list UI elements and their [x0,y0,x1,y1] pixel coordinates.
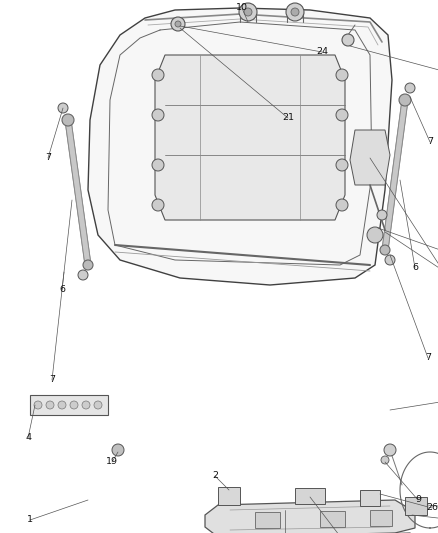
Circle shape [78,270,88,280]
Text: 26: 26 [426,504,438,513]
Text: 24: 24 [316,47,328,56]
Circle shape [46,401,54,409]
Polygon shape [155,55,345,220]
Text: 7: 7 [425,353,431,362]
Circle shape [112,444,124,456]
Circle shape [171,17,185,31]
Circle shape [94,401,102,409]
Circle shape [244,8,252,16]
Text: 1: 1 [27,515,33,524]
Circle shape [367,227,383,243]
Bar [370,510,392,526]
Circle shape [62,114,74,126]
Circle shape [58,103,68,113]
Polygon shape [350,130,390,185]
Circle shape [239,3,257,21]
Text: 4: 4 [25,433,31,442]
Polygon shape [65,120,91,265]
Text: 6: 6 [59,286,65,295]
Circle shape [336,159,348,171]
Bar [218,487,240,505]
Text: 9: 9 [415,496,421,505]
Circle shape [152,159,164,171]
Text: 2: 2 [212,472,218,481]
Text: 7: 7 [427,138,433,147]
Circle shape [82,401,90,409]
Polygon shape [382,100,408,250]
Polygon shape [205,500,415,533]
Circle shape [336,109,348,121]
Circle shape [381,456,389,464]
Circle shape [34,401,42,409]
Circle shape [336,199,348,211]
Circle shape [384,444,396,456]
Bar [295,488,325,504]
Bar [360,490,380,506]
Bar [405,497,427,515]
Text: 21: 21 [282,114,294,123]
Circle shape [377,210,387,220]
Circle shape [405,83,415,93]
Bar [255,512,280,528]
Circle shape [336,69,348,81]
Circle shape [83,260,93,270]
Circle shape [380,245,390,255]
Circle shape [70,401,78,409]
Circle shape [58,401,66,409]
Circle shape [291,8,299,16]
Circle shape [342,34,354,46]
Text: 10: 10 [236,4,248,12]
Text: 19: 19 [106,457,118,466]
Circle shape [286,3,304,21]
Circle shape [152,69,164,81]
Text: 6: 6 [412,263,418,272]
Bar [320,511,345,527]
Polygon shape [88,8,392,285]
Bar [30,395,108,415]
Circle shape [175,21,181,27]
Circle shape [399,94,411,106]
Circle shape [385,255,395,265]
Text: 7: 7 [45,154,51,163]
Circle shape [152,109,164,121]
Text: 7: 7 [49,376,55,384]
Circle shape [152,199,164,211]
